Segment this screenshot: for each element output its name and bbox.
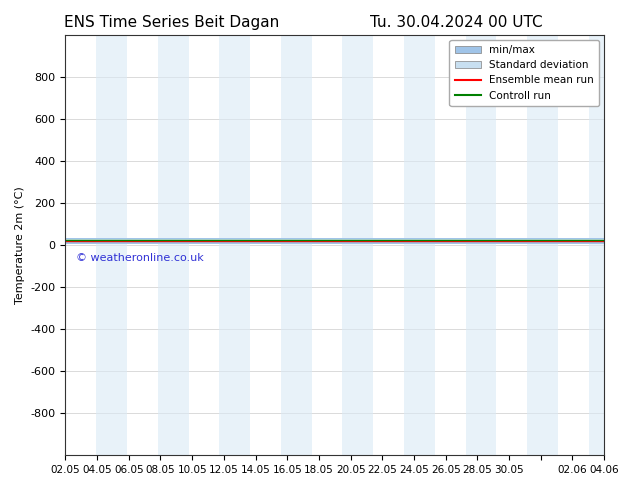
Bar [281,35,312,455]
Y-axis label: Temperature 2m (°C): Temperature 2m (°C) [15,186,25,304]
Bar [404,35,435,455]
Bar [158,35,188,455]
Text: ENS Time Series Beit Dagan: ENS Time Series Beit Dagan [63,15,279,30]
Bar [96,35,127,455]
Text: Tu. 30.04.2024 00 UTC: Tu. 30.04.2024 00 UTC [370,15,543,30]
Bar [219,35,250,455]
Bar [527,35,558,455]
Bar [589,35,619,455]
Legend: min/max, Standard deviation, Ensemble mean run, Controll run: min/max, Standard deviation, Ensemble me… [450,40,599,106]
Text: © weatheronline.co.uk: © weatheronline.co.uk [76,252,204,263]
Bar [465,35,496,455]
Bar [342,35,373,455]
